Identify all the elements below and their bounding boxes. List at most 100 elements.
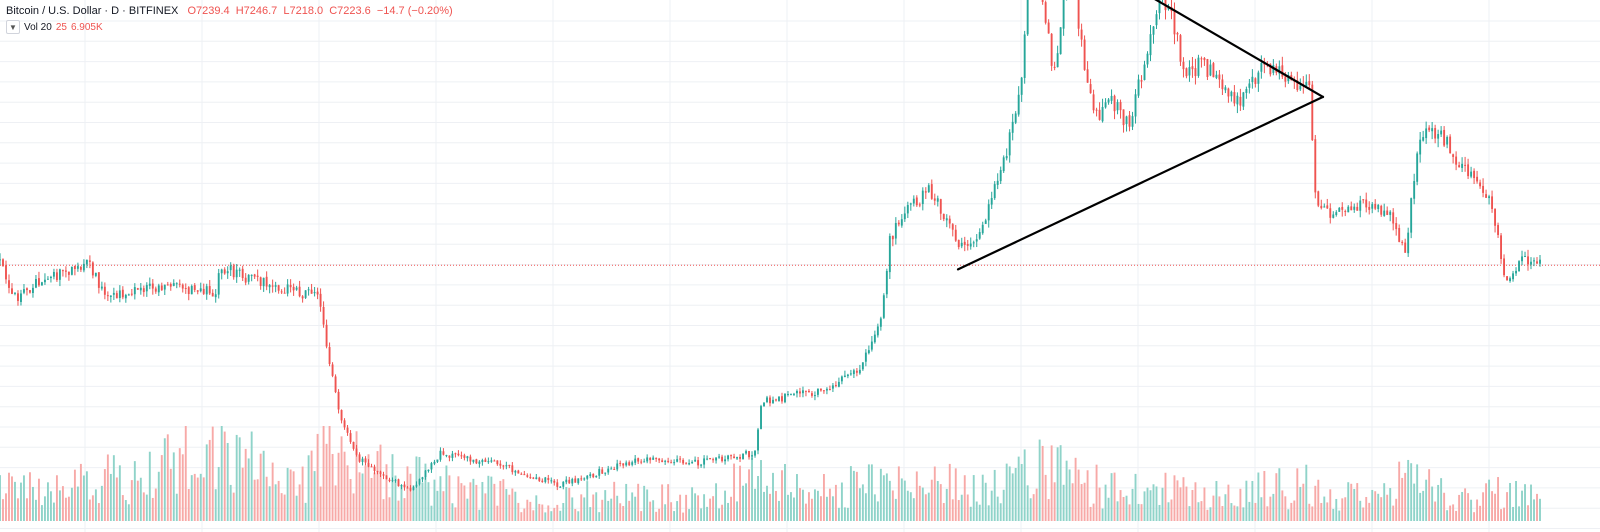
volume-bar [1446,510,1449,521]
candle-body [1338,207,1341,212]
candle-body [987,204,990,221]
candle-body [858,369,861,374]
volume-bar [1305,464,1308,521]
volume-bar [526,499,529,521]
candle-body [586,475,589,479]
candle-body [706,458,709,460]
candle-body [1410,198,1413,233]
volume-bar [1518,506,1520,521]
volume-bar [667,484,670,521]
candle-body [993,184,996,199]
volume-bar [475,484,478,521]
volume-bar [1065,460,1068,521]
volume-bar [148,451,151,521]
volume-bar [1440,478,1443,521]
candle-body [703,458,706,465]
volume-bar [73,469,76,521]
volume-bar [538,503,541,521]
candle-body [697,460,700,466]
candle-body [1491,196,1494,209]
candle-body [933,198,936,201]
candle-body [448,455,451,458]
candle-body [1479,182,1482,187]
volume-bar [870,464,873,521]
candle-body [727,455,730,460]
volume-bar [343,451,346,521]
candle-body [1242,92,1245,107]
candle-body [897,222,900,225]
candle-body [415,484,418,487]
volume-bar [1494,493,1497,521]
candle-body [772,399,774,403]
volume-bar [1539,498,1541,521]
candle-body [373,466,376,471]
volume-bar [885,473,888,521]
candle-body [484,459,487,462]
candle-body [529,477,532,479]
volume-bar [376,451,379,521]
candle-body [277,285,280,291]
candle-body [478,461,481,464]
volume-bar [1014,467,1017,521]
candle-body [1089,84,1092,94]
volume-bar [379,444,382,521]
candle-body [502,465,505,467]
candle-body [232,265,235,278]
candle-body [163,284,166,290]
candle-body [694,459,697,462]
trendline-upper-resistance [1154,0,1325,99]
volume-bar [1536,493,1538,521]
candle-body [945,218,948,221]
volume-bar [1251,480,1254,521]
candle-body [1449,136,1452,154]
volume-bar [679,494,682,521]
volume-bar [439,476,442,521]
candle-body [921,190,924,205]
volume-bar [595,492,598,521]
candle-body [295,287,298,290]
candle-body [82,263,85,271]
volume-bar [652,500,655,521]
chevron-down-icon[interactable]: ▼ [6,20,20,34]
candle-body [100,286,103,289]
candle-body [960,242,963,247]
candle-body [837,381,840,387]
volume-bar [664,504,667,521]
candle-body [310,289,313,294]
volume-bar [487,475,490,521]
volume-bar [834,484,837,521]
candle-body [130,293,133,295]
candle-body [0,259,1,261]
volume-bar [1455,510,1458,521]
candle-body [1506,276,1508,281]
volume-bar [208,439,211,521]
candle-body [214,294,217,298]
volume-bar [226,442,229,521]
volume-bar [295,495,298,521]
candle-body [1320,205,1323,209]
volume-bar [55,475,58,521]
candle-body [154,288,157,292]
volume-bar [703,494,706,521]
candle-body [526,475,529,477]
candle-body [1296,80,1299,90]
volume-bar [367,454,370,521]
volume-bar [163,438,166,521]
candle-body [1101,107,1104,122]
volume-bar [810,498,813,521]
candle-body [1419,139,1422,155]
candle-body [936,198,939,202]
volume-bar [772,472,774,521]
candle-body [1413,181,1416,199]
candle-body [984,220,987,224]
volume-bar [1185,486,1188,521]
volume-bar [1380,497,1383,521]
volume-bar [1299,486,1302,521]
candle-body [625,462,628,466]
trendlines[interactable] [956,0,1325,271]
candle-body [1365,199,1368,208]
volume-bar [1041,445,1044,521]
candle-body [1251,76,1254,83]
